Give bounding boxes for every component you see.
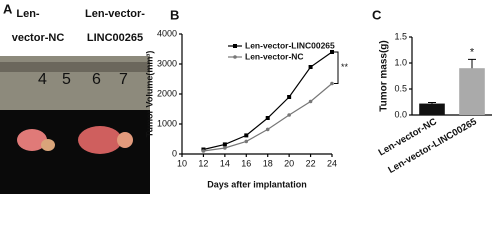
error-bar	[428, 102, 436, 104]
point	[308, 65, 313, 69]
point	[287, 113, 291, 117]
point	[244, 133, 249, 138]
y-axis-title: Tumor mass(g)	[379, 40, 390, 112]
tumor	[17, 129, 47, 151]
point	[287, 95, 292, 99]
x-tick-label: 14	[220, 158, 230, 168]
figure: A Len- vector-NC Len-vector- LINC00265 4…	[0, 1, 492, 194]
legend-label: Len-vector-NC	[245, 51, 304, 61]
charts: B Tumor Volume(mm³) Days after implantatio…	[144, 7, 492, 189]
panel-label: C	[372, 7, 382, 22]
point	[222, 142, 227, 147]
group-label: Len-	[16, 8, 40, 20]
photo-background	[0, 110, 150, 194]
error-bar	[468, 58, 476, 69]
y-tick-label: 2000	[157, 88, 177, 98]
x-tick-label: 18	[263, 158, 273, 168]
x-tick-label: 20	[284, 158, 294, 168]
legend-marker	[233, 55, 237, 59]
point	[330, 81, 334, 86]
x-tick-label: 10	[177, 158, 187, 168]
y-tick-label: 3000	[157, 58, 177, 68]
x-axis-title: Days after implantation	[207, 179, 307, 189]
y-tick-label: 4000	[157, 28, 177, 38]
y-tick-label: 1000	[157, 118, 177, 128]
panel-label: B	[170, 7, 179, 22]
point	[265, 127, 270, 132]
bar	[459, 68, 485, 115]
x-tick-label: 22	[306, 158, 316, 168]
ruler-number: 6	[92, 71, 101, 88]
point	[223, 146, 227, 150]
group-label: vector-NC	[12, 32, 65, 44]
ruler-ticks	[0, 62, 150, 72]
tumor	[117, 132, 133, 148]
bracket	[334, 51, 339, 84]
x-tick-label: 24	[327, 158, 337, 168]
ruler-number: 7	[119, 71, 128, 88]
bar	[419, 103, 445, 115]
x-tick-label: 12	[198, 158, 208, 168]
y-tick-label: 1.0	[394, 57, 407, 67]
point	[244, 139, 249, 144]
ruler-number: 4	[38, 71, 47, 88]
x-tick-label: 16	[241, 158, 251, 168]
point	[265, 116, 270, 120]
y-tick-label: 0.5	[394, 83, 407, 93]
series-line	[203, 51, 333, 151]
group-label: LINC00265	[87, 32, 143, 44]
annotation: **	[341, 62, 349, 72]
point	[308, 99, 313, 104]
ruler-number: 5	[62, 71, 71, 88]
y-tick-label: 0	[172, 148, 177, 158]
point	[330, 50, 334, 54]
point	[201, 149, 206, 153]
annotation: *	[470, 46, 475, 58]
legend-marker	[233, 44, 237, 48]
panel-label: A	[3, 1, 13, 16]
y-tick-label: 1.5	[394, 31, 407, 41]
group-label: Len-vector-	[85, 8, 145, 20]
y-axis-title: Tumor Volume(mm³)	[144, 51, 154, 138]
tumor	[41, 139, 55, 151]
photo-panel: A Len- vector-NC Len-vector- LINC00265 4…	[0, 1, 150, 194]
y-tick-label: 0.0	[394, 109, 407, 119]
legend-label: Len-vector-LINC00265	[245, 40, 335, 50]
tumor	[78, 126, 122, 154]
